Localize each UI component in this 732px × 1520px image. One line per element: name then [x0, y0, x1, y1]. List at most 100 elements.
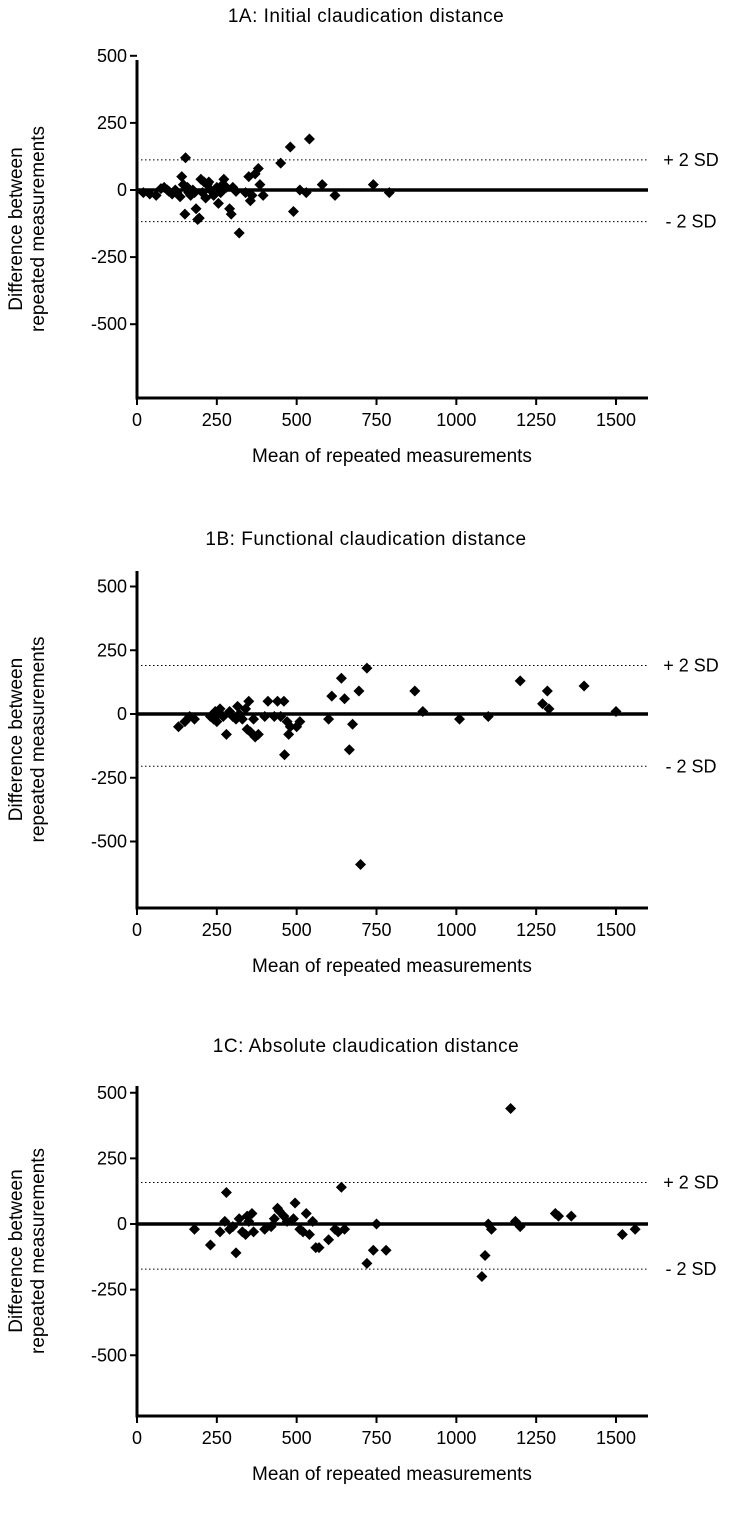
data-point: [204, 1239, 216, 1251]
data-point: [303, 1229, 315, 1240]
data-point: [225, 208, 237, 220]
data-point: [454, 713, 466, 725]
data-point: [262, 695, 274, 707]
x-tick-label: 500: [282, 920, 312, 940]
data-point: [220, 181, 232, 193]
data-point: [565, 1210, 577, 1222]
data-point: [289, 1197, 301, 1209]
x-tick-label: 750: [361, 1428, 391, 1448]
data-point: [268, 711, 280, 723]
y-tick-label: -500: [91, 314, 127, 334]
data-point: [300, 187, 312, 199]
x-tick-label: 1500: [596, 410, 636, 430]
y-tick-label: 500: [97, 577, 127, 597]
data-point: [214, 1226, 226, 1238]
sd-limit-label: - 2 SD: [665, 756, 716, 776]
data-point: [257, 189, 269, 201]
y-tick-label: -500: [91, 832, 127, 852]
data-point: [339, 1223, 351, 1235]
data-point: [335, 672, 347, 684]
sd-limit-label: + 2 SD: [663, 150, 719, 170]
x-tick-label: 1500: [596, 1428, 636, 1448]
data-point: [417, 705, 429, 717]
data-point: [150, 189, 162, 201]
x-tick-label: 0: [132, 410, 142, 430]
data-point: [190, 203, 202, 215]
data-point: [307, 1215, 319, 1227]
data-point: [211, 716, 223, 728]
sd-limit-label: - 2 SD: [665, 1259, 716, 1279]
x-tick-label: 250: [202, 410, 232, 430]
data-point: [233, 227, 245, 239]
data-point: [246, 189, 258, 201]
data-point: [380, 1244, 392, 1256]
x-tick-label: 250: [202, 920, 232, 940]
data-point: [313, 1242, 325, 1254]
data-point: [230, 185, 242, 197]
x-tick-label: 1500: [596, 920, 636, 940]
data-point: [243, 695, 255, 707]
data-point: [326, 690, 338, 702]
data-point: [278, 695, 290, 707]
x-tick-label: 750: [361, 410, 391, 430]
data-point: [329, 189, 341, 201]
x-tick-label: 750: [361, 920, 391, 940]
data-point: [259, 711, 271, 723]
data-point: [616, 1229, 628, 1240]
data-point: [343, 744, 355, 756]
y-tick-label: -250: [91, 1280, 127, 1300]
data-point: [383, 187, 395, 199]
data-point: [268, 1213, 280, 1225]
y-tick-label: 0: [117, 180, 127, 200]
data-point: [227, 1221, 239, 1233]
data-point: [361, 662, 373, 674]
data-point: [541, 685, 553, 697]
data-point: [217, 711, 229, 723]
y-axis-label: Difference between: [6, 1169, 27, 1332]
data-point: [347, 718, 359, 730]
data-point: [543, 703, 555, 715]
data-point: [230, 1247, 242, 1259]
x-tick-label: 1250: [516, 920, 556, 940]
data-point: [203, 176, 215, 188]
chart-panel: 1C: Absolute claudication distance Differ…: [6, 1036, 719, 1485]
data-point: [283, 728, 295, 740]
data-point: [323, 1234, 335, 1246]
y-tick-label: -250: [91, 247, 127, 267]
data-point: [323, 713, 335, 725]
data-point: [353, 685, 365, 697]
data-point: [578, 680, 590, 692]
data-point: [335, 1181, 347, 1193]
x-tick-label: 1000: [436, 920, 476, 940]
x-tick-label: 0: [132, 1428, 142, 1448]
data-point: [361, 1257, 373, 1269]
data-point: [252, 163, 264, 175]
data-point: [220, 1187, 232, 1198]
data-point: [284, 141, 296, 153]
y-axis-label: repeated measurements: [28, 1148, 49, 1354]
data-point: [173, 721, 185, 733]
data-point: [610, 705, 622, 717]
y-axis-label: Difference between: [6, 658, 27, 821]
y-tick-label: 500: [97, 46, 127, 66]
data-point: [294, 716, 306, 728]
x-tick-label: 1250: [516, 410, 556, 430]
data-point: [215, 187, 227, 199]
data-point: [275, 711, 287, 723]
data-point: [339, 693, 351, 705]
chart-panel: 1A: Initial claudication distance Differe…: [6, 6, 719, 467]
data-point: [287, 1213, 299, 1225]
chart-title: 1C: Absolute claudication distance: [213, 1036, 519, 1057]
data-point: [219, 1215, 231, 1227]
data-point: [505, 1103, 517, 1114]
y-tick-label: 500: [97, 1083, 127, 1103]
data-point: [220, 728, 232, 740]
data-point: [248, 713, 260, 725]
sd-limit-label: + 2 SD: [663, 1173, 719, 1193]
data-point: [272, 695, 284, 707]
data-point: [254, 179, 266, 191]
data-point: [179, 208, 191, 220]
x-tick-label: 1000: [436, 410, 476, 430]
data-point: [174, 191, 186, 203]
data-point: [355, 858, 367, 870]
